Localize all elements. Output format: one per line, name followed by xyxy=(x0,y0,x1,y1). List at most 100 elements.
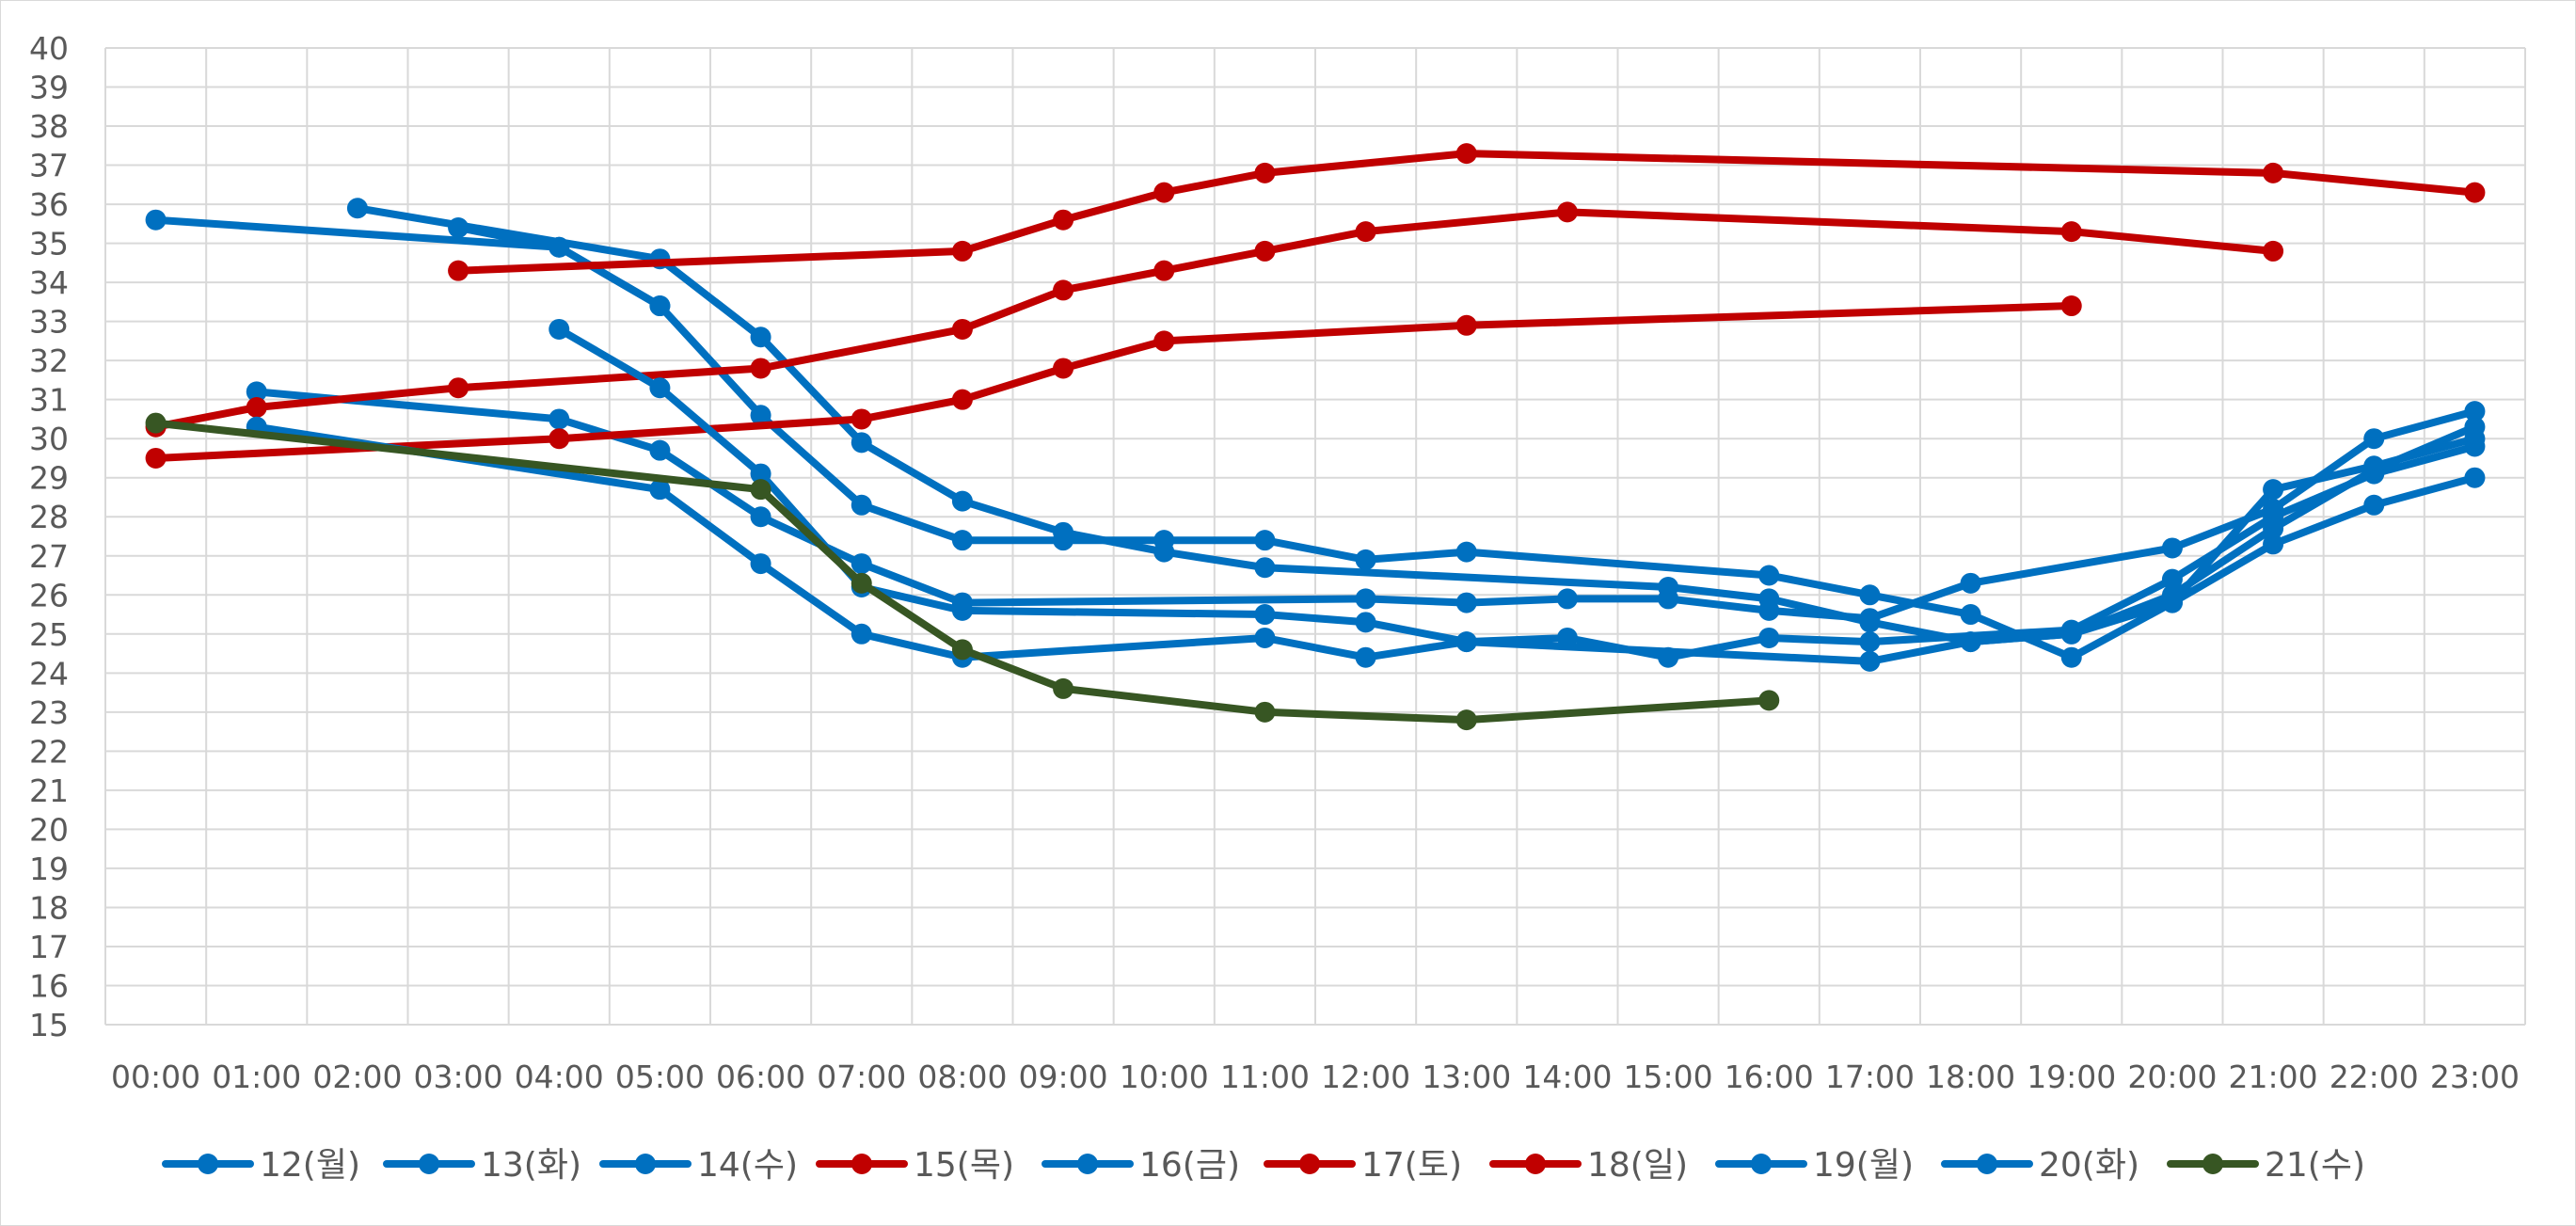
legend-item: 16(금) xyxy=(1042,1146,1240,1185)
legend-marker xyxy=(1077,1154,1098,1174)
x-tick-label: 20:00 xyxy=(2127,1059,2217,1095)
legend-label: 20(화) xyxy=(2039,1146,2139,1185)
y-tick-label: 33 xyxy=(29,304,69,341)
data-point xyxy=(2464,428,2486,450)
data-point xyxy=(549,408,570,430)
data-point xyxy=(1254,604,1276,626)
legend-label: 13(화) xyxy=(481,1146,581,1185)
data-point xyxy=(448,260,469,281)
data-point xyxy=(1153,330,1175,352)
data-point xyxy=(1859,631,1881,653)
data-point xyxy=(2363,494,2385,516)
series-line xyxy=(151,302,2075,462)
series-line xyxy=(151,419,1773,724)
data-point xyxy=(1758,690,1780,711)
y-tick-label: 29 xyxy=(29,460,69,497)
legend-item: 17(토) xyxy=(1264,1146,1462,1185)
data-point xyxy=(750,506,771,528)
data-point xyxy=(2060,623,2082,645)
data-point xyxy=(1355,221,1376,243)
data-point xyxy=(1859,608,1881,629)
data-point xyxy=(649,295,671,317)
data-point xyxy=(1455,592,1477,613)
data-point xyxy=(2060,221,2082,243)
data-point xyxy=(649,377,671,399)
x-tick-label: 18:00 xyxy=(1926,1059,2015,1095)
data-point xyxy=(1455,631,1477,653)
x-tick-label: 12:00 xyxy=(1321,1059,1410,1095)
data-point xyxy=(2263,506,2284,528)
legend-item: 18(일) xyxy=(1489,1146,1688,1185)
x-tick-label: 07:00 xyxy=(817,1059,906,1095)
data-point xyxy=(851,572,872,594)
series-7 xyxy=(145,295,2082,469)
x-tick-label: 19:00 xyxy=(2027,1059,2116,1095)
y-tick-label: 39 xyxy=(29,70,69,106)
data-point xyxy=(750,405,771,426)
series-9 xyxy=(246,416,2486,672)
data-point xyxy=(2363,428,2385,450)
x-axis-ticks: 00:00 01:00 02:00 03:00 04:00 05:00 06:00 07:00… xyxy=(111,1059,2520,1095)
data-point xyxy=(549,236,570,258)
data-point xyxy=(1455,143,1477,165)
data-point xyxy=(750,463,771,485)
data-point xyxy=(2363,455,2385,477)
series-5 xyxy=(246,381,2486,629)
y-tick-label: 38 xyxy=(29,108,69,145)
legend-marker xyxy=(851,1154,872,1174)
data-point xyxy=(2161,537,2183,559)
legend-item: 15(목) xyxy=(816,1146,1014,1185)
data-point xyxy=(851,432,872,454)
data-point xyxy=(2464,401,2486,422)
y-tick-label: 18 xyxy=(29,889,69,926)
data-point xyxy=(346,198,368,219)
data-point xyxy=(951,599,973,621)
data-point xyxy=(1254,627,1276,648)
data-point xyxy=(1758,627,1780,648)
legend-label: 14(수) xyxy=(697,1146,798,1185)
legend-marker xyxy=(198,1154,218,1174)
data-point xyxy=(649,439,671,461)
data-point xyxy=(750,553,771,575)
legend-item: 21(수) xyxy=(2167,1146,2365,1185)
series-10 xyxy=(145,412,1780,731)
data-point xyxy=(1960,604,1981,626)
y-tick-label: 24 xyxy=(29,655,69,692)
data-point xyxy=(1254,530,1276,551)
data-point xyxy=(1053,358,1074,379)
x-tick-label: 09:00 xyxy=(1019,1059,1108,1095)
data-point xyxy=(1053,279,1074,301)
data-point xyxy=(1355,612,1376,633)
legend-item: 12(월) xyxy=(162,1146,360,1185)
data-point xyxy=(750,358,771,379)
legend-marker xyxy=(419,1154,439,1174)
series-layer xyxy=(145,143,2486,731)
y-tick-label: 16 xyxy=(29,967,69,1004)
legend-marker xyxy=(1751,1154,1772,1174)
y-tick-label: 30 xyxy=(29,421,69,457)
series-line xyxy=(454,150,2479,275)
legend-label: 12(월) xyxy=(260,1146,360,1185)
data-point xyxy=(1153,182,1175,203)
data-point xyxy=(145,447,167,469)
legend-label: 21(수) xyxy=(2265,1146,2365,1185)
data-point xyxy=(951,490,973,512)
x-tick-label: 13:00 xyxy=(1422,1059,1511,1095)
y-tick-label: 17 xyxy=(29,929,69,965)
x-tick-label: 21:00 xyxy=(2229,1059,2318,1095)
data-point xyxy=(246,396,267,418)
data-point xyxy=(1254,557,1276,579)
y-tick-label: 21 xyxy=(29,772,69,809)
x-tick-label: 22:00 xyxy=(2330,1059,2419,1095)
data-point xyxy=(1254,240,1276,262)
data-point xyxy=(1556,201,1578,223)
data-point xyxy=(1556,588,1578,610)
data-point xyxy=(1153,260,1175,281)
legend-item: 14(수) xyxy=(599,1146,798,1185)
x-tick-label: 16:00 xyxy=(1725,1059,1814,1095)
y-tick-label: 35 xyxy=(29,226,69,263)
data-point xyxy=(1455,709,1477,731)
data-point xyxy=(951,639,973,661)
data-point xyxy=(851,623,872,645)
